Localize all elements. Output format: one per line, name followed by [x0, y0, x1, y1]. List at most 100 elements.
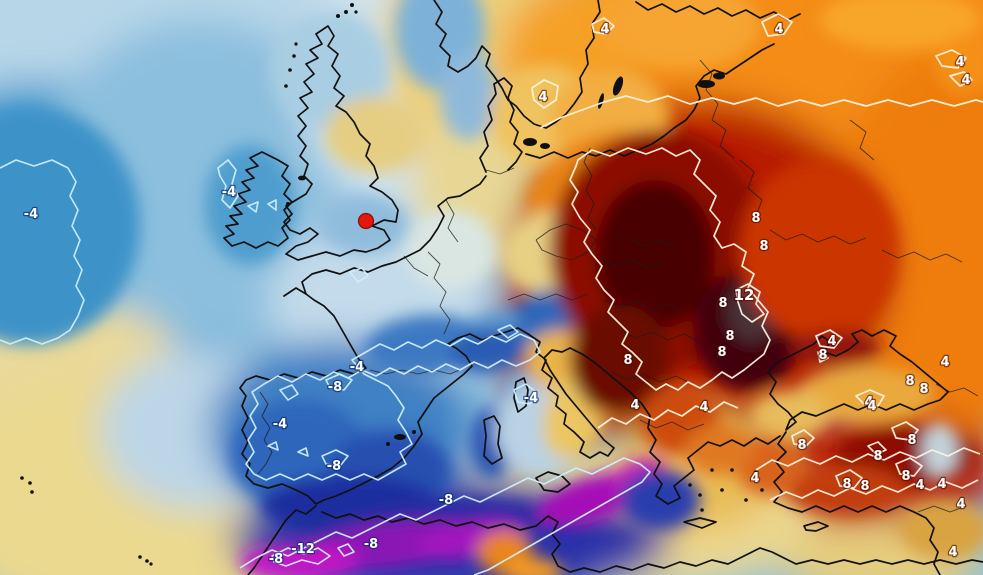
contour-label-warm: 4: [940, 355, 949, 370]
coastline-great-britain: [283, 25, 399, 261]
contour-plus4-north: [539, 95, 983, 129]
anomaly-field-blob: [820, 0, 980, 50]
contour-label-warm: 8: [919, 382, 928, 397]
coastline-finland: [635, 1, 801, 21]
contour-label-warm: 4: [538, 90, 547, 105]
contour-label-warm: 8: [718, 296, 727, 311]
contour-label-cold: -12: [291, 542, 315, 557]
contour-label-warm: 4: [774, 22, 783, 37]
contour-label-warm: 4: [827, 334, 836, 349]
coastline-black-sea: [767, 329, 949, 431]
contour-minus12-loop: [271, 543, 355, 567]
anomaly-field-blob: [515, 290, 575, 340]
anomaly-field-blob: [620, 470, 700, 530]
contour-minus4-corsica: [349, 267, 537, 405]
contour-label-warm: 8: [905, 374, 914, 389]
contour-plus8-east-europe: [569, 147, 771, 391]
small-islands: [20, 3, 764, 566]
contour-plus4-crimea: [815, 329, 885, 407]
contour-label-warm: 4: [864, 395, 873, 410]
anomaly-field-blob: [440, 50, 496, 140]
coastlines: [20, 0, 983, 575]
anomaly-field-blob: [503, 558, 563, 575]
contour-minus4-ireland: [217, 159, 277, 213]
contour-label-cold: -8: [327, 459, 341, 474]
contour-label-warm: 8: [907, 433, 916, 448]
contour-plus4-turkey-south: [769, 479, 979, 501]
coastline-crete: [683, 517, 717, 529]
contour-label-warm: 8: [725, 329, 734, 344]
coastline-baltic-south: [525, 43, 775, 159]
contour-label-warm: 8: [860, 479, 869, 494]
location-marker-dot: [357, 212, 375, 230]
contour-label-warm: 4: [750, 471, 759, 486]
cold-anomaly-contours: [0, 159, 651, 575]
contour-label-cold: -4: [273, 417, 287, 432]
coastline-italy: [527, 333, 615, 459]
contour-label-warm: 4: [937, 477, 946, 492]
anomaly-field-blob: [595, 180, 715, 330]
coastline-north-africa: [247, 505, 983, 575]
anomaly-field-blob: [922, 422, 958, 478]
contour-label-warm: 8: [873, 449, 882, 464]
contour-label-warm: 8: [759, 239, 768, 254]
coastline-corsica: [513, 377, 529, 413]
contour-label-cold: -4: [24, 207, 38, 222]
contour-label-warm: 8: [818, 348, 827, 363]
contour-plus4-balkans: [597, 401, 739, 429]
contour-label-warm: 4: [961, 73, 970, 88]
contour-label-cold: -4: [350, 360, 364, 375]
contour-label-warm: 8: [717, 345, 726, 360]
contour-label-warm: 8: [623, 353, 632, 368]
contour-label-warm: 4: [915, 478, 924, 493]
contour-label-cold: -8: [439, 493, 453, 508]
anomaly-field-blob: [570, 305, 670, 415]
coastline-sicily: [535, 471, 571, 493]
contour-label-cold: -8: [328, 380, 342, 395]
anomaly-field-blob: [405, 210, 495, 290]
coastline-scandinavia: [433, 0, 601, 129]
contour-plus12: [735, 283, 765, 323]
coastline-turkey-levant: [773, 431, 941, 575]
coastline-ireland: [223, 151, 293, 249]
contour-label-warm: 8: [901, 469, 910, 484]
coastline-balkans-greece: [569, 347, 781, 505]
coastline-jutland: [479, 77, 523, 173]
contour-label-cold: -4: [222, 185, 236, 200]
anomaly-field-blob: [740, 160, 900, 340]
contour-minus8-africa-band: [239, 457, 651, 575]
coastline-sardinia: [483, 415, 503, 465]
contour-label-warm: 8: [797, 438, 806, 453]
contour-label-warm: 4: [955, 55, 964, 70]
contour-label-warm: 4: [630, 398, 639, 413]
contour-plus4-turkey-north: [755, 447, 981, 471]
country-borders: [257, 59, 979, 513]
contour-label-warm: 4: [867, 399, 876, 414]
contour-plus4-loops-northeast: [761, 13, 973, 87]
contour-minus4-iberia: [245, 333, 541, 481]
contour-label-warm: 8: [842, 477, 851, 492]
contour-label-warm: 4: [948, 545, 957, 560]
contour-minus4-atlantic: [0, 159, 85, 345]
anomaly-field-blob: [600, 0, 760, 70]
coastline-cyprus: [803, 521, 829, 532]
contour-plus4-sweden: [531, 17, 615, 109]
coastline-continent-north: [283, 175, 487, 297]
anomaly-field-blob: [795, 367, 935, 423]
contour-label-cold: -4: [524, 391, 538, 406]
contour-label-warm: 4: [600, 22, 609, 37]
contour-label-cold: -8: [364, 537, 378, 552]
contour-label-cold: -8: [269, 552, 283, 567]
contour-minus8-spain-loops: [267, 373, 353, 467]
contour-label-warm: 4: [956, 497, 965, 512]
warm-anomaly-contours: [531, 13, 983, 501]
anomaly-field-blob: [685, 425, 755, 475]
contour-label-warm: 12: [734, 286, 755, 304]
contour-plus8-turkey-loops: [791, 421, 923, 489]
contour-label-warm: 4: [699, 400, 708, 415]
contour-label-warm: 8: [751, 211, 760, 226]
